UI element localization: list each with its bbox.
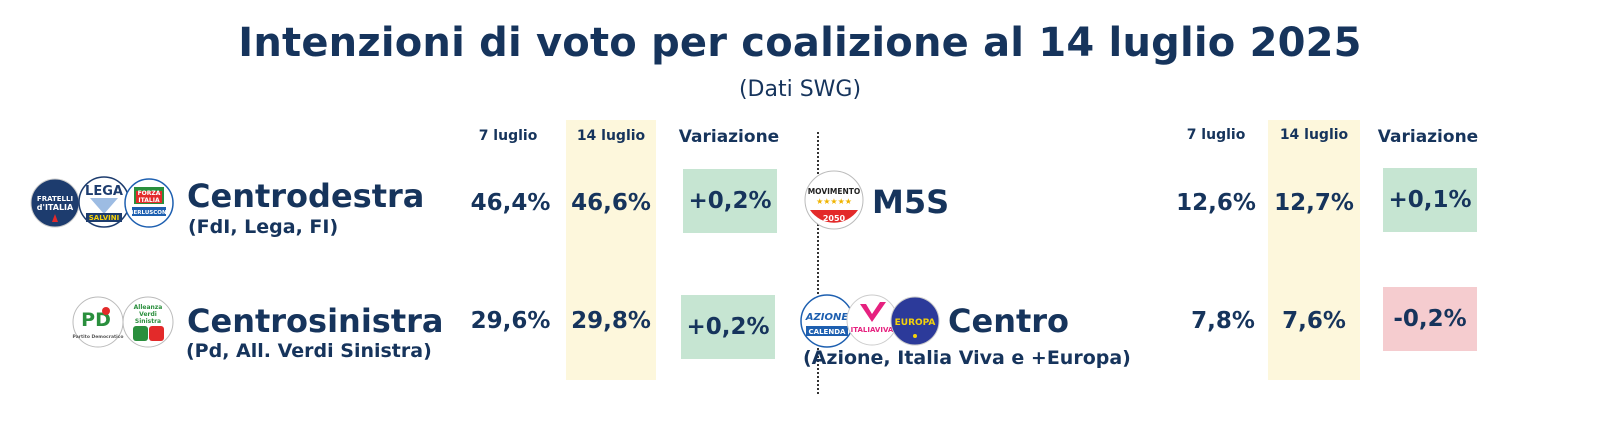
column-header-prev: 7 luglio [1186,127,1246,143]
coalition-parties: (Azione, Italia Viva e +Europa) [803,347,1131,369]
current-column-highlight-right [1268,120,1360,380]
column-header-prev: 7 luglio [478,128,538,144]
logo-text: d'ITALIA [37,203,74,212]
logo-text: PD [81,309,111,331]
coalition-name: M5S [872,183,950,221]
logo-text: MOVIMENTO [808,187,861,196]
value-prev: 29,6% [470,308,551,334]
logo-text: Verdi [139,311,157,318]
column-divider [817,132,819,394]
logo-text: ★★★★★ [816,197,852,206]
logo-text: BERLUSCONI [129,210,168,216]
logo-text: 2050 [823,214,846,223]
fratelli-ditalia-logo: FRATELLI d'ITALIA [30,178,80,228]
current-column-highlight-left [566,120,656,380]
partito-democratico-logo: PD Partito Democratico [72,296,124,348]
change-badge: +0,1% [1383,168,1477,232]
value-prev: 46,4% [470,190,551,216]
chart-subtitle: (Dati SWG) [738,77,862,102]
change-badge: +0,2% [683,169,777,233]
logo-text: ITALIA [138,197,160,204]
logo-text: EUROPA [895,318,936,328]
logo-text: FORZA [138,190,161,197]
logo-text: Alleanza [134,304,163,311]
column-header-change: Variazione [1377,127,1479,147]
movimento-5-stelle-logo: MOVIMENTO ★★★★★ 2050 [804,170,864,230]
logo-text: FRATELLI [37,195,73,203]
value-curr: 7,6% [1282,308,1346,334]
logo-text: Partito Democratico [73,334,124,340]
coalition-name: Centrodestra [187,177,425,215]
value-curr: 12,7% [1274,190,1354,216]
value-prev: 12,6% [1176,190,1256,216]
value-curr: 29,8% [571,308,651,334]
piu-europa-logo: EUROPA [890,296,940,346]
logo-text: SALVINI [89,214,119,222]
change-badge: -0,2% [1383,287,1477,351]
chart-title: Intenzioni di voto per coalizione al 14 … [238,20,1362,66]
alleanza-verdi-sinistra-logo: Alleanza Verdi Sinistra [122,296,174,348]
logo-text: AZIONE [805,312,849,323]
column-header-curr: 14 luglio [576,128,646,144]
coalition-parties: (Pd, All. Verdi Sinistra) [186,340,432,362]
lega-logo: LEGA SALVINI [78,176,130,228]
coalition-parties: (FdI, Lega, FI) [188,216,339,238]
value-prev: 7,8% [1191,308,1255,334]
logo-text: LEGA [85,184,123,199]
coalition-name: Centrosinistra [187,302,444,340]
logo-text: ITALIAVIVA [851,326,894,334]
forza-italia-logo: FORZA ITALIA BERLUSCONI [124,178,174,228]
column-header-change: Variazione [678,127,780,147]
coalition-name: Centro [948,302,1070,340]
logo-text: Sinistra [135,318,161,325]
change-badge: +0,2% [681,295,775,359]
value-curr: 46,6% [571,190,651,216]
column-header-curr: 14 luglio [1279,127,1349,143]
logo-text: CALENDA [809,328,846,336]
